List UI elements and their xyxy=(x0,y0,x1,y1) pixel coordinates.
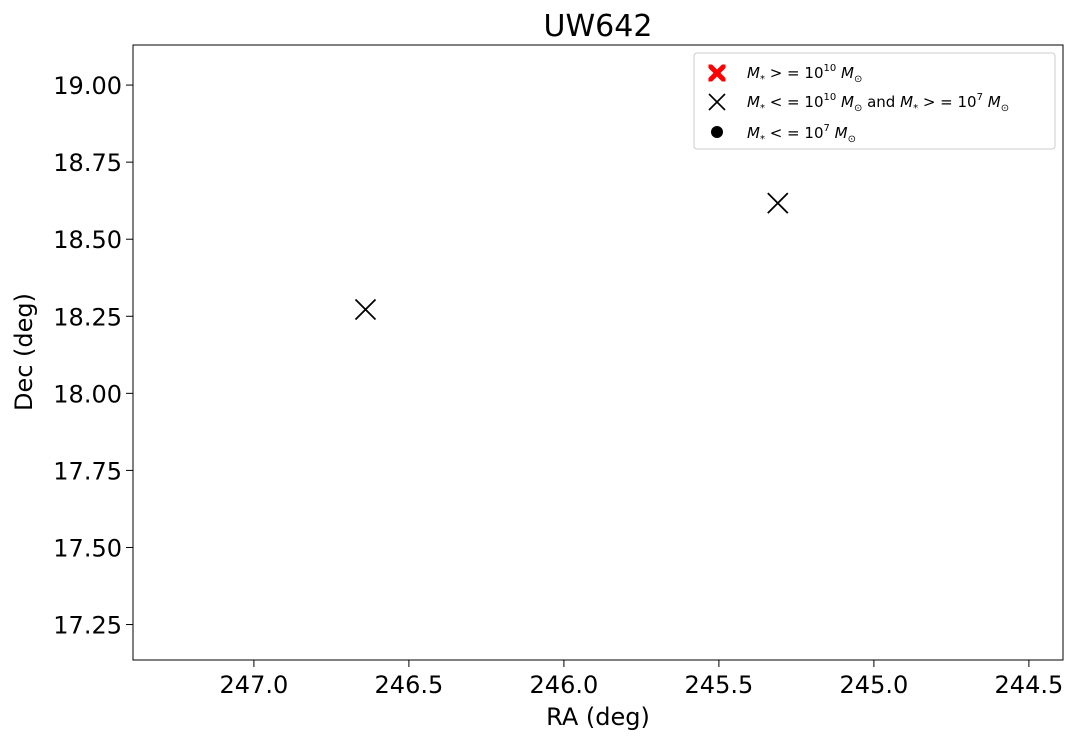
x-tick-label: 245.5 xyxy=(685,671,754,699)
data-point xyxy=(767,192,789,214)
y-tick-label: 17.50 xyxy=(53,534,122,562)
legend-entry-mid-mass: M* < = 1010 M⊙ and M* > = 107 M⊙ xyxy=(708,92,1009,114)
y-tick-label: 18.75 xyxy=(53,149,122,177)
x-tick-label: 244.5 xyxy=(995,671,1064,699)
x-tick-label: 247.0 xyxy=(220,671,289,699)
y-tick-label: 18.00 xyxy=(53,380,122,408)
legend-marker-x xyxy=(708,93,726,111)
y-tick-label: 17.25 xyxy=(53,612,122,640)
y-tick-label: 17.75 xyxy=(53,457,122,485)
axis-ticks: 247.0 246.5 246.0 245.5 245.0 244.5 17.25 17.50… xyxy=(53,72,1063,699)
legend-label-mid-mass: M* < = 1010 M⊙ and M* > = 107 M⊙ xyxy=(747,92,1009,114)
legend-marker-dot xyxy=(711,126,723,138)
y-tick-label: 18.50 xyxy=(53,226,122,254)
legend: M* > = 1010 M⊙ M* < = 1010 M⊙ and M* > =… xyxy=(693,52,1056,150)
plot-area-frame xyxy=(132,44,1064,661)
legend-box xyxy=(693,52,1056,150)
y-axis-label: Dec (deg) xyxy=(10,293,38,411)
x-tick-label: 246.0 xyxy=(530,671,599,699)
legend-entry-low-mass: M* < = 107 M⊙ xyxy=(711,123,856,145)
y-tick-label: 19.00 xyxy=(53,72,122,100)
legend-entry-high-mass: M* > = 1010 M⊙ xyxy=(708,63,862,85)
chart-title: UW642 xyxy=(544,9,653,44)
data-points xyxy=(354,192,789,321)
x-axis-label: RA (deg) xyxy=(546,703,650,731)
x-tick-label: 246.5 xyxy=(375,671,444,699)
legend-marker-filled-x xyxy=(708,64,726,82)
legend-label-high-mass: M* > = 1010 M⊙ xyxy=(747,63,862,85)
data-point xyxy=(354,298,377,321)
x-tick-label: 245.0 xyxy=(840,671,909,699)
y-tick-label: 18.25 xyxy=(53,303,122,331)
legend-label-low-mass: M* < = 107 M⊙ xyxy=(747,123,856,145)
